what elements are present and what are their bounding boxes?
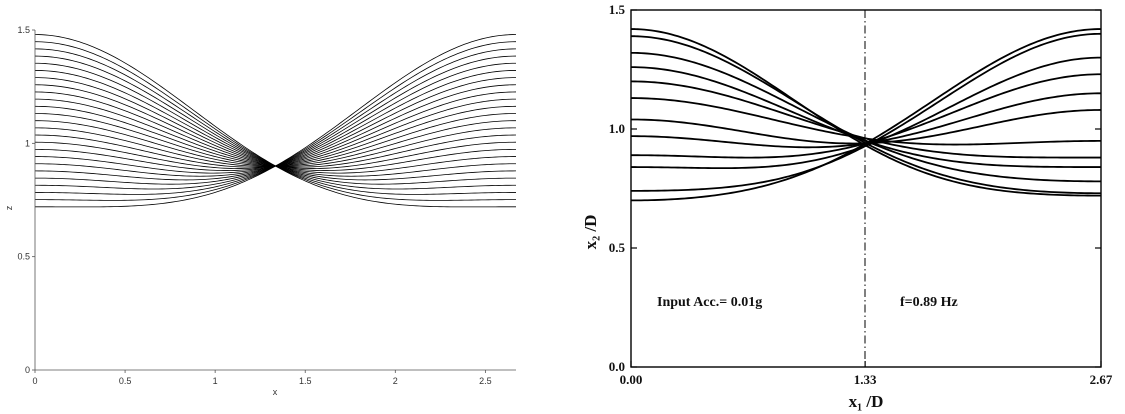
- right-chart: 0.00 1.33 2.67 0.0 0.5 1.0 1.5 Input Acc.= 0.0…: [581, 2, 1113, 411]
- right-x-axis-label: x₁ /D: [849, 392, 884, 411]
- right-y-axis-label: x₂ /D: [581, 215, 600, 250]
- left-x-tick-label: 2.5: [479, 376, 492, 386]
- right-curve-group: [630, 28, 1102, 202]
- right-y-tick-label: 1.5: [609, 2, 626, 17]
- right-series-line: [630, 80, 1101, 159]
- left-y-tick-label: 1.5: [17, 25, 30, 35]
- left-tick-group: 0 0.5 1 1.5 2 2.5 0 0.5 1 1.5: [17, 25, 491, 386]
- right-y-tick-label: 0.5: [609, 240, 626, 255]
- left-y-tick-label: 0.5: [17, 252, 30, 262]
- left-x-tick-label: 1: [213, 376, 218, 386]
- right-series-line: [630, 51, 1101, 183]
- left-chart: 0 0.5 1 1.5 2 2.5 0 0.5 1 1.5 x z: [4, 25, 517, 397]
- right-plot-frame: [630, 9, 1102, 368]
- right-y-tick-label: 1.0: [609, 121, 625, 136]
- right-series-line: [630, 97, 1101, 146]
- frequency-annotation: f=0.89 Hz: [900, 295, 958, 310]
- right-series-line: [630, 28, 1102, 202]
- left-y-tick-label: 0: [25, 365, 30, 375]
- left-series-line: [35, 34, 517, 208]
- left-y-axis-label: z: [4, 205, 14, 210]
- right-x-tick-label: 0.00: [620, 372, 643, 387]
- right-x-tick-label: 2.67: [1090, 372, 1113, 387]
- left-x-tick-label: 0.5: [119, 376, 132, 386]
- left-curve-group: [34, 34, 517, 208]
- right-y-tick-label: 0.0: [609, 359, 625, 374]
- left-x-tick-label: 0: [32, 376, 37, 386]
- left-x-tick-label: 1.5: [299, 376, 312, 386]
- input-acc-annotation: Input Acc.= 0.01g: [657, 295, 762, 310]
- right-series-line: [630, 28, 1101, 197]
- left-x-tick-label: 2: [393, 376, 398, 386]
- right-series-line: [631, 56, 1102, 170]
- right-x-tick-label: 1.33: [854, 372, 877, 387]
- left-y-tick-label: 1: [25, 138, 30, 148]
- right-tick-group: 0.00 1.33 2.67 0.0 0.5 1.0 1.5: [609, 2, 1113, 387]
- right-series-line: [630, 35, 1102, 195]
- left-x-axis-label: x: [273, 387, 278, 397]
